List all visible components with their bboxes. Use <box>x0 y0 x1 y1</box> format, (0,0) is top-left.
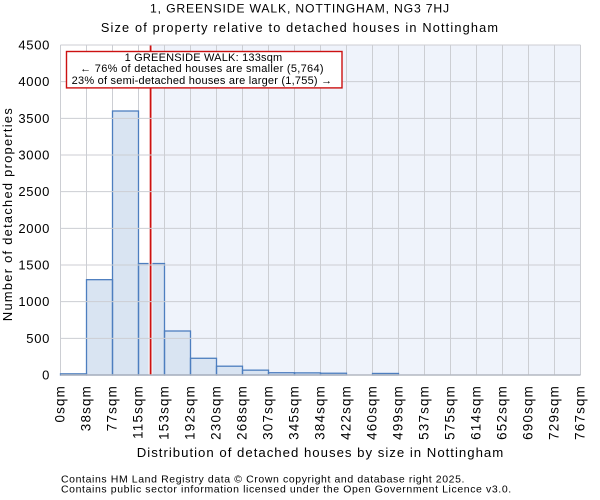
svg-text:0sqm: 0sqm <box>52 385 67 423</box>
svg-text:767sqm: 767sqm <box>572 385 587 440</box>
svg-text:384sqm: 384sqm <box>312 385 327 440</box>
svg-text:729sqm: 729sqm <box>546 385 561 440</box>
svg-text:23% of semi-detached houses ar: 23% of semi-detached houses are larger (… <box>72 75 333 87</box>
svg-text:307sqm: 307sqm <box>260 385 275 440</box>
svg-text:4000: 4000 <box>18 74 50 89</box>
svg-text:690sqm: 690sqm <box>520 385 535 440</box>
svg-text:Contains HM Land Registry data: Contains HM Land Registry data © Crown c… <box>61 474 465 486</box>
svg-text:77sqm: 77sqm <box>104 385 119 431</box>
svg-text:500: 500 <box>26 331 50 346</box>
svg-text:1, GREENSIDE WALK, NOTTINGHAM,: 1, GREENSIDE WALK, NOTTINGHAM, NG3 7HJ <box>150 2 450 16</box>
svg-text:38sqm: 38sqm <box>78 385 93 431</box>
svg-text:Distribution of detached house: Distribution of detached houses by size … <box>137 445 504 460</box>
svg-text:4500: 4500 <box>18 38 50 53</box>
svg-text:Contains public sector informa: Contains public sector information licen… <box>61 484 512 496</box>
svg-text:499sqm: 499sqm <box>390 385 405 440</box>
svg-text:2000: 2000 <box>18 221 50 236</box>
svg-text:614sqm: 614sqm <box>468 385 483 440</box>
svg-text:Number of detached properties: Number of detached properties <box>0 107 15 321</box>
svg-text:3500: 3500 <box>18 111 50 126</box>
svg-text:575sqm: 575sqm <box>442 385 457 440</box>
svg-text:422sqm: 422sqm <box>338 385 353 440</box>
svg-text:← 76% of detached houses are s: ← 76% of detached houses are smaller (5,… <box>80 63 324 75</box>
svg-text:Size of property relative to d: Size of property relative to detached ho… <box>101 20 499 35</box>
svg-text:230sqm: 230sqm <box>208 385 223 440</box>
svg-text:2500: 2500 <box>18 184 50 199</box>
svg-text:192sqm: 192sqm <box>182 385 197 440</box>
svg-text:0: 0 <box>42 368 50 383</box>
svg-text:1 GREENSIDE WALK: 133sqm: 1 GREENSIDE WALK: 133sqm <box>125 52 283 64</box>
svg-text:537sqm: 537sqm <box>416 385 431 440</box>
svg-text:115sqm: 115sqm <box>130 385 145 439</box>
svg-text:345sqm: 345sqm <box>286 385 301 440</box>
svg-text:3000: 3000 <box>18 148 50 163</box>
svg-text:268sqm: 268sqm <box>234 385 249 440</box>
svg-text:153sqm: 153sqm <box>156 385 171 440</box>
svg-text:652sqm: 652sqm <box>494 385 509 440</box>
svg-text:1500: 1500 <box>18 258 50 273</box>
svg-text:1000: 1000 <box>18 294 50 309</box>
svg-text:460sqm: 460sqm <box>364 385 379 440</box>
